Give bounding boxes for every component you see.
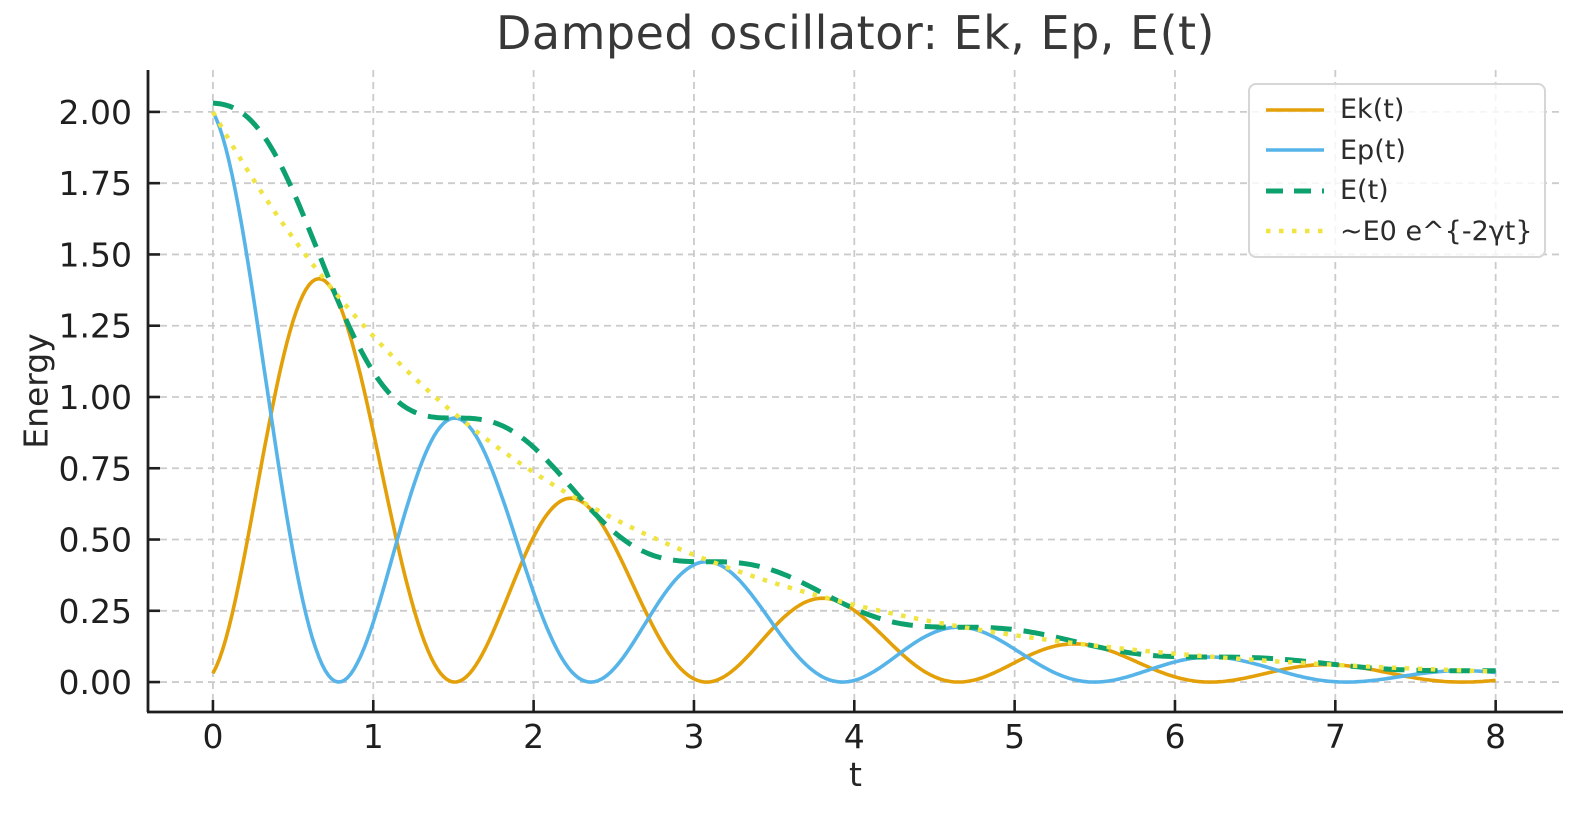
legend-sample-line-envelope	[1266, 229, 1324, 234]
y-tick-label: 0.50	[59, 521, 132, 560]
x-tick-label: 7	[1325, 717, 1346, 756]
y-tick-label: 1.75	[59, 164, 132, 203]
x-tick-label: 8	[1485, 717, 1506, 756]
y-tick-label: 0.75	[59, 449, 132, 488]
x-tick-label: 4	[844, 717, 865, 756]
legend: Ek(t) Ep(t) E(t) ~E0 e^{-2γt}	[1248, 83, 1546, 258]
legend-item-total: E(t)	[1250, 171, 1544, 211]
x-tick-label: 6	[1164, 717, 1185, 756]
x-tick-label: 1	[363, 717, 384, 756]
legend-sample-line-potential	[1266, 148, 1324, 152]
legend-label: Ep(t)	[1340, 134, 1406, 166]
legend-item-envelope: ~E0 e^{-2γt}	[1250, 211, 1544, 251]
chart-title: Damped oscillator: Ek, Ep, E(t)	[495, 6, 1216, 60]
legend-label: ~E0 e^{-2γt}	[1340, 215, 1533, 247]
y-tick-label: 1.00	[59, 378, 132, 417]
curve-envelope	[210, 110, 1496, 674]
legend-sample-line-kinetic	[1266, 107, 1324, 112]
y-tick-label: 1.50	[59, 235, 132, 274]
legend-item-kinetic: Ek(t)	[1250, 90, 1544, 130]
legend-label: Ek(t)	[1340, 94, 1405, 126]
x-tick-label: 5	[1004, 717, 1025, 756]
y-tick-label: 0.25	[59, 592, 132, 631]
x-tick-label: 3	[683, 717, 704, 756]
y-tick-label: 1.25	[59, 307, 132, 346]
x-tick-label: 2	[523, 717, 544, 756]
legend-item-potential: Ep(t)	[1250, 130, 1544, 170]
y-tick-label: 0.00	[59, 663, 132, 702]
legend-sample-line-total	[1266, 188, 1324, 194]
legend-label: E(t)	[1340, 175, 1389, 207]
x-tick-label: 0	[202, 717, 223, 756]
curve-potential	[211, 111, 1496, 684]
y-tick-label: 2.00	[59, 93, 132, 132]
x-axis-label: t	[849, 755, 862, 794]
